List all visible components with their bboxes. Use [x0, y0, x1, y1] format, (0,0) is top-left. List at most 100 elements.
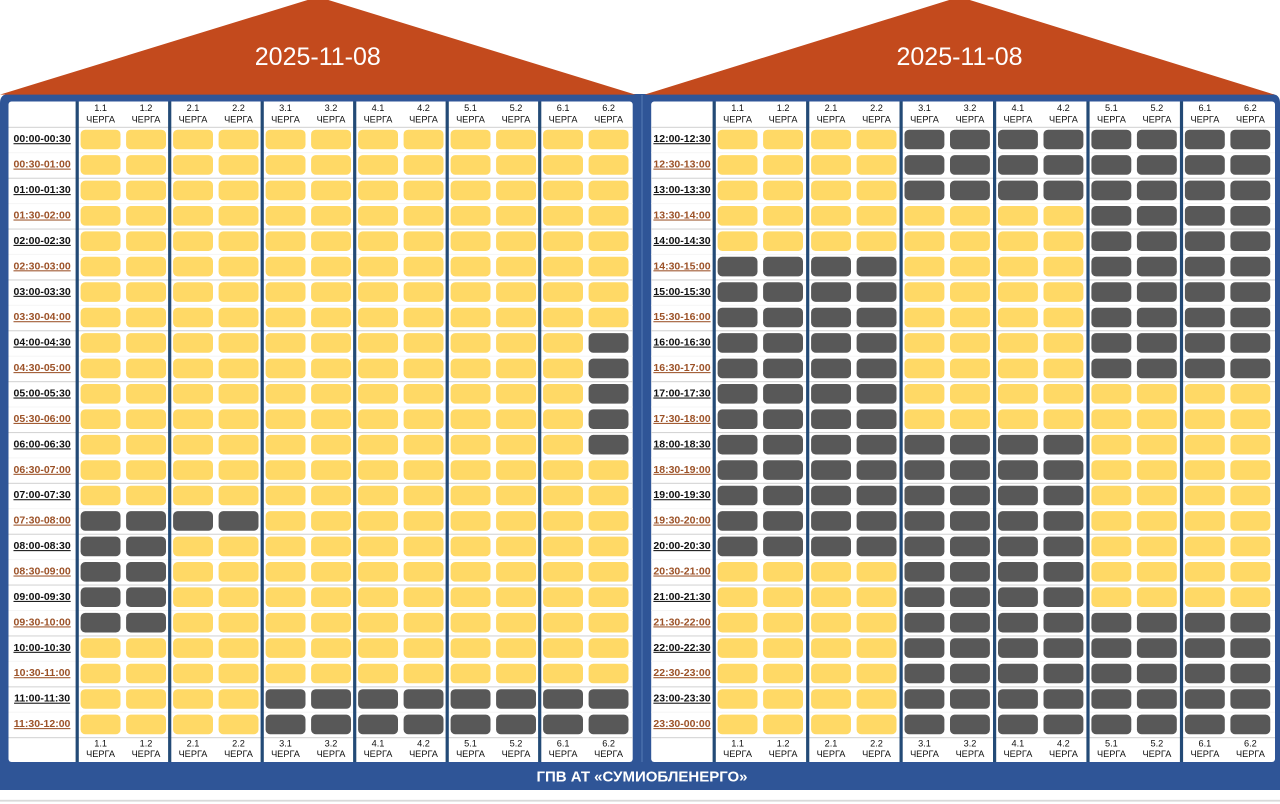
svg-text:08:30-09:00: 08:30-09:00: [13, 566, 70, 578]
svg-text:15:00-15:30: 15:00-15:30: [653, 286, 710, 298]
svg-text:14:00-14:30: 14:00-14:30: [653, 235, 710, 247]
svg-text:2.1: 2.1: [187, 103, 200, 113]
svg-text:1.1: 1.1: [731, 103, 744, 113]
svg-text:1.1: 1.1: [94, 739, 107, 749]
svg-text:ЧЕРГА: ЧЕРГА: [817, 114, 847, 124]
svg-text:ЧЕРГА: ЧЕРГА: [86, 749, 116, 759]
svg-text:5.1: 5.1: [464, 103, 477, 113]
svg-text:3.2: 3.2: [964, 103, 977, 113]
svg-text:3.1: 3.1: [279, 103, 292, 113]
svg-text:ЧЕРГА: ЧЕРГА: [723, 114, 753, 124]
svg-text:1.1: 1.1: [94, 103, 107, 113]
svg-text:21:00-21:30: 21:00-21:30: [653, 591, 710, 603]
svg-text:6.2: 6.2: [602, 739, 615, 749]
svg-text:ЧЕРГА: ЧЕРГА: [132, 749, 162, 759]
svg-text:ЧЕРГА: ЧЕРГА: [910, 749, 940, 759]
svg-text:20:30-21:00: 20:30-21:00: [653, 566, 710, 578]
svg-text:6.1: 6.1: [1199, 739, 1212, 749]
svg-text:2.1: 2.1: [825, 103, 838, 113]
svg-text:ЧЕРГА: ЧЕРГА: [132, 114, 162, 124]
svg-text:09:30-10:00: 09:30-10:00: [13, 616, 70, 628]
svg-text:4.2: 4.2: [1057, 739, 1070, 749]
svg-text:3.1: 3.1: [918, 739, 931, 749]
svg-text:3.1: 3.1: [279, 739, 292, 749]
svg-text:23:00-23:30: 23:00-23:30: [653, 693, 710, 705]
svg-text:ЧЕРГА: ЧЕРГА: [769, 749, 799, 759]
svg-text:22:30-23:00: 22:30-23:00: [653, 667, 710, 679]
svg-text:ЧЕРГА: ЧЕРГА: [1003, 114, 1033, 124]
svg-text:1.2: 1.2: [777, 103, 790, 113]
svg-text:ЧЕРГА: ЧЕРГА: [956, 114, 986, 124]
svg-text:ЧЕРГА: ЧЕРГА: [364, 114, 394, 124]
svg-text:17:30-18:00: 17:30-18:00: [653, 413, 710, 425]
svg-text:2025-11-08: 2025-11-08: [255, 43, 381, 71]
svg-text:4.2: 4.2: [1057, 103, 1070, 113]
svg-text:ЧЕРГА: ЧЕРГА: [179, 749, 209, 759]
svg-text:ЧЕРГА: ЧЕРГА: [549, 114, 579, 124]
svg-text:11:00-11:30: 11:00-11:30: [14, 693, 70, 705]
svg-text:ЧЕРГА: ЧЕРГА: [409, 749, 439, 759]
svg-text:ЧЕРГА: ЧЕРГА: [1142, 114, 1172, 124]
svg-text:16:00-16:30: 16:00-16:30: [653, 337, 710, 349]
svg-text:15:30-16:00: 15:30-16:00: [653, 311, 710, 323]
svg-text:04:00-04:30: 04:00-04:30: [13, 337, 70, 349]
svg-text:ЧЕРГА: ЧЕРГА: [1236, 749, 1266, 759]
svg-text:19:30-20:00: 19:30-20:00: [653, 515, 710, 527]
svg-text:5.2: 5.2: [1151, 739, 1164, 749]
svg-text:ЧЕРГА: ЧЕРГА: [910, 114, 940, 124]
svg-text:ЧЕРГА: ЧЕРГА: [1097, 749, 1127, 759]
svg-text:13:00-13:30: 13:00-13:30: [653, 184, 710, 196]
svg-text:5.1: 5.1: [1105, 739, 1118, 749]
svg-text:ЧЕРГА: ЧЕРГА: [1190, 749, 1220, 759]
svg-text:17:00-17:30: 17:00-17:30: [653, 388, 710, 400]
svg-text:ЧЕРГА: ЧЕРГА: [317, 114, 347, 124]
svg-text:ЧЕРГА: ЧЕРГА: [224, 114, 254, 124]
svg-text:4.1: 4.1: [372, 739, 385, 749]
svg-text:2.2: 2.2: [232, 103, 245, 113]
svg-text:01:00-01:30: 01:00-01:30: [13, 184, 70, 196]
svg-text:3.2: 3.2: [325, 103, 338, 113]
svg-text:06:30-07:00: 06:30-07:00: [13, 464, 70, 476]
svg-text:4.1: 4.1: [1012, 103, 1025, 113]
svg-text:19:00-19:30: 19:00-19:30: [653, 489, 710, 501]
svg-text:1.2: 1.2: [777, 739, 790, 749]
svg-text:ЧЕРГА: ЧЕРГА: [456, 749, 486, 759]
svg-text:ЧЕРГА: ЧЕРГА: [956, 749, 986, 759]
svg-text:10:00-10:30: 10:00-10:30: [13, 642, 70, 654]
svg-text:5.1: 5.1: [464, 739, 477, 749]
svg-text:6.1: 6.1: [1199, 103, 1212, 113]
svg-text:02:30-03:00: 02:30-03:00: [13, 260, 70, 272]
svg-text:3.1: 3.1: [918, 103, 931, 113]
svg-text:6.1: 6.1: [557, 739, 570, 749]
svg-text:20:00-20:30: 20:00-20:30: [653, 540, 710, 552]
svg-text:ЧЕРГА: ЧЕРГА: [502, 114, 532, 124]
svg-text:10:30-11:00: 10:30-11:00: [14, 667, 71, 679]
svg-text:ЧЕРГА: ЧЕРГА: [1049, 114, 1079, 124]
svg-text:ЧЕРГА: ЧЕРГА: [271, 114, 301, 124]
svg-text:ЧЕРГА: ЧЕРГА: [862, 749, 892, 759]
svg-text:4.1: 4.1: [372, 103, 385, 113]
svg-text:14:30-15:00: 14:30-15:00: [653, 260, 710, 272]
svg-text:3.2: 3.2: [964, 739, 977, 749]
svg-text:ЧЕРГА: ЧЕРГА: [224, 749, 254, 759]
svg-text:ЧЕРГА: ЧЕРГА: [1097, 114, 1127, 124]
svg-text:4.2: 4.2: [417, 103, 430, 113]
svg-text:03:30-04:00: 03:30-04:00: [13, 311, 70, 323]
svg-text:4.1: 4.1: [1012, 739, 1025, 749]
svg-text:2.2: 2.2: [870, 739, 883, 749]
svg-text:07:00-07:30: 07:00-07:30: [13, 489, 70, 501]
svg-text:ЧЕРГА: ЧЕРГА: [594, 114, 624, 124]
svg-text:2.1: 2.1: [187, 739, 200, 749]
svg-text:5.1: 5.1: [1105, 103, 1118, 113]
svg-text:2025-11-08: 2025-11-08: [896, 43, 1022, 71]
svg-text:1.1: 1.1: [731, 739, 744, 749]
svg-text:1.2: 1.2: [140, 739, 153, 749]
svg-text:13:30-14:00: 13:30-14:00: [653, 210, 710, 222]
svg-text:ЧЕРГА: ЧЕРГА: [456, 114, 486, 124]
svg-text:16:30-17:00: 16:30-17:00: [653, 362, 710, 374]
svg-text:6.2: 6.2: [602, 103, 615, 113]
svg-text:ЧЕРГА: ЧЕРГА: [549, 749, 579, 759]
svg-text:ЧЕРГА: ЧЕРГА: [769, 114, 799, 124]
svg-text:ЧЕРГА: ЧЕРГА: [1190, 114, 1220, 124]
svg-text:5.2: 5.2: [510, 739, 523, 749]
